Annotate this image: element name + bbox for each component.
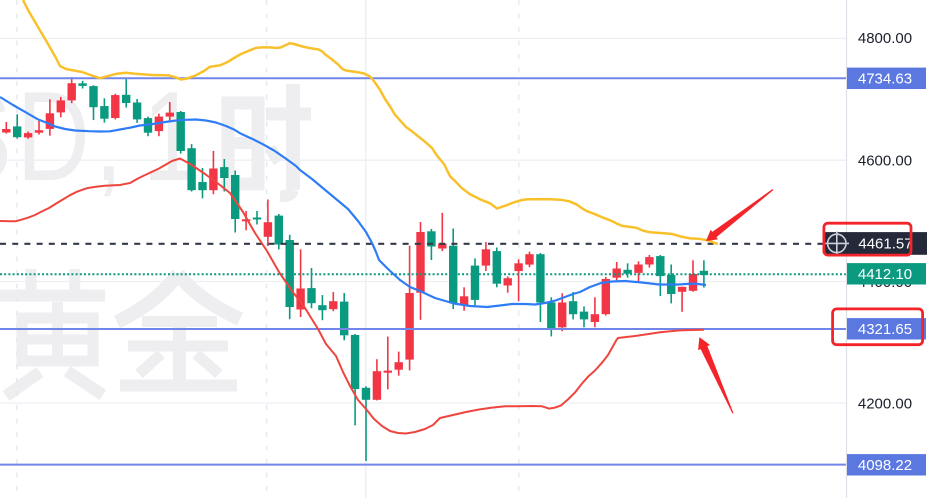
svg-text:4734.63: 4734.63 — [858, 71, 912, 88]
svg-text:4321.65: 4321.65 — [858, 321, 912, 338]
svg-text:4412.10: 4412.10 — [858, 266, 912, 283]
svg-text:4461.57: 4461.57 — [858, 236, 912, 253]
svg-text:4098.22: 4098.22 — [858, 457, 912, 474]
svg-text:4800.00: 4800.00 — [858, 30, 912, 47]
svg-text:4200.00: 4200.00 — [858, 395, 912, 412]
svg-text:S: S — [0, 66, 12, 207]
svg-text:4600.00: 4600.00 — [858, 153, 912, 170]
